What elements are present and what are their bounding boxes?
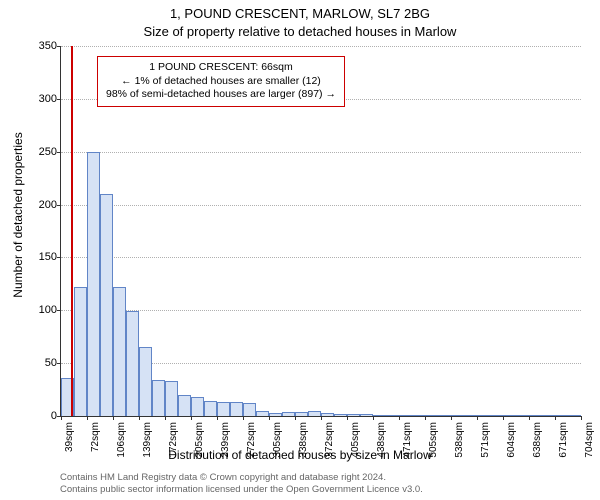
histogram-bar (568, 415, 581, 416)
xtick-mark (503, 416, 504, 420)
gridline (61, 205, 581, 206)
histogram-bar (295, 412, 308, 416)
footer-attribution: Contains HM Land Registry data © Crown c… (60, 472, 423, 496)
annotation-line1: 1 POUND CRESCENT: 66sqm (106, 61, 336, 75)
xtick-mark (87, 416, 88, 420)
histogram-bar (490, 415, 503, 416)
xtick-mark (269, 416, 270, 420)
xtick-mark (61, 416, 62, 420)
chart-subtitle: Size of property relative to detached ho… (0, 24, 600, 39)
xtick-mark (425, 416, 426, 420)
ytick-label: 200 (27, 199, 57, 211)
histogram-bar (269, 413, 282, 416)
x-axis-label: Distribution of detached houses by size … (0, 448, 600, 462)
histogram-bar (529, 415, 542, 416)
ytick-mark (57, 257, 61, 258)
histogram-bar (542, 415, 555, 416)
histogram-bar (100, 194, 113, 416)
histogram-bar (399, 415, 412, 416)
histogram-bar (191, 397, 204, 416)
histogram-bar (178, 395, 191, 416)
xtick-mark (321, 416, 322, 420)
chart-title-address: 1, POUND CRESCENT, MARLOW, SL7 2BG (0, 6, 600, 21)
footer-line1: Contains HM Land Registry data © Crown c… (60, 472, 423, 484)
histogram-bar (555, 415, 568, 416)
plot-area: 05010015020025030035039sqm72sqm106sqm139… (60, 46, 581, 417)
annotation-line3: 98% of semi-detached houses are larger (… (106, 88, 336, 102)
ytick-mark (57, 99, 61, 100)
ytick-mark (57, 363, 61, 364)
histogram-bar (113, 287, 126, 416)
histogram-bar (204, 401, 217, 416)
xtick-mark (347, 416, 348, 420)
histogram-bar (464, 415, 477, 416)
histogram-bar (438, 415, 451, 416)
histogram-bar (412, 415, 425, 416)
ytick-label: 150 (27, 251, 57, 263)
xtick-mark (451, 416, 452, 420)
histogram-bar (74, 287, 87, 416)
y-axis-label: Number of detached properties (11, 132, 25, 297)
chart-container: 1, POUND CRESCENT, MARLOW, SL7 2BG Size … (0, 0, 600, 500)
ytick-mark (57, 152, 61, 153)
histogram-bar (282, 412, 295, 416)
gridline (61, 46, 581, 47)
xtick-mark (529, 416, 530, 420)
histogram-bar (321, 413, 334, 416)
histogram-bar (373, 415, 386, 416)
ytick-label: 350 (27, 40, 57, 52)
histogram-bar (217, 402, 230, 416)
histogram-bar (334, 414, 347, 416)
histogram-bar (360, 414, 373, 416)
gridline (61, 310, 581, 311)
xtick-mark (581, 416, 582, 420)
histogram-bar (256, 411, 269, 416)
xtick-mark (165, 416, 166, 420)
ytick-label: 50 (27, 357, 57, 369)
gridline (61, 152, 581, 153)
histogram-bar (152, 380, 165, 416)
histogram-bar (139, 347, 152, 416)
histogram-bar (165, 381, 178, 416)
footer-line2: Contains public sector information licen… (60, 484, 423, 496)
annotation-line2: ← 1% of detached houses are smaller (12) (106, 75, 336, 89)
histogram-bar (503, 415, 516, 416)
ytick-label: 300 (27, 93, 57, 105)
xtick-mark (295, 416, 296, 420)
ytick-label: 250 (27, 146, 57, 158)
histogram-bar (308, 411, 321, 416)
histogram-bar (87, 152, 100, 416)
xtick-mark (243, 416, 244, 420)
ytick-label: 0 (27, 410, 57, 422)
histogram-bar (230, 402, 243, 416)
histogram-bar (477, 415, 490, 416)
histogram-bar (243, 403, 256, 416)
reference-line (71, 46, 73, 416)
annotation-box: 1 POUND CRESCENT: 66sqm ← 1% of detached… (97, 56, 345, 107)
histogram-bar (451, 415, 464, 416)
xtick-mark (373, 416, 374, 420)
histogram-bar (516, 415, 529, 416)
ytick-mark (57, 46, 61, 47)
histogram-bar (347, 414, 360, 416)
xtick-mark (399, 416, 400, 420)
xtick-mark (191, 416, 192, 420)
histogram-bar (126, 311, 139, 416)
xtick-mark (139, 416, 140, 420)
ytick-label: 100 (27, 304, 57, 316)
xtick-mark (555, 416, 556, 420)
histogram-bar (386, 415, 399, 416)
histogram-bar (425, 415, 438, 416)
xtick-mark (113, 416, 114, 420)
gridline (61, 257, 581, 258)
xtick-mark (477, 416, 478, 420)
xtick-mark (217, 416, 218, 420)
ytick-mark (57, 310, 61, 311)
ytick-mark (57, 205, 61, 206)
